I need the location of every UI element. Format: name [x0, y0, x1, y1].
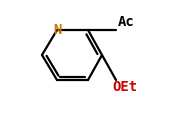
Text: N: N [53, 23, 61, 37]
Text: Ac: Ac [118, 15, 135, 29]
Text: OEt: OEt [112, 80, 137, 94]
